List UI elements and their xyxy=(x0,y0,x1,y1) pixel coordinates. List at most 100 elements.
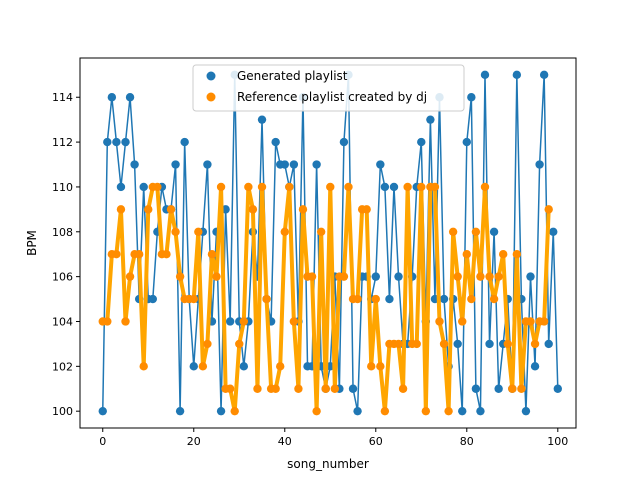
reference-playlist-point xyxy=(139,362,148,371)
reference-playlist-point xyxy=(198,362,208,371)
generated-playlist-point xyxy=(139,182,148,192)
generated-playlist-point xyxy=(394,272,403,281)
reference-playlist-point xyxy=(162,250,171,259)
reference-playlist-point xyxy=(367,362,376,371)
generated-playlist-point xyxy=(544,339,553,349)
reference-playlist-point xyxy=(462,250,471,259)
x-tick-label: 100 xyxy=(547,435,568,448)
reference-playlist-point xyxy=(103,317,112,326)
generated-playlist-point xyxy=(535,160,544,169)
reference-playlist-point xyxy=(116,205,126,214)
reference-playlist-point xyxy=(289,317,299,326)
generated-playlist-point xyxy=(339,137,349,147)
generated-playlist-point xyxy=(312,160,321,169)
generated-playlist-point xyxy=(439,294,449,304)
generated-playlist-point xyxy=(107,93,117,102)
generated-playlist-point xyxy=(289,160,299,169)
generated-playlist-point xyxy=(480,70,490,80)
generated-playlist-point xyxy=(225,317,235,326)
reference-playlist-point xyxy=(134,250,144,259)
y-tick-label: 106 xyxy=(52,271,73,284)
reference-playlist-point xyxy=(189,294,198,304)
reference-playlist-point xyxy=(380,406,390,416)
legend-marker-generated xyxy=(206,71,216,81)
generated-playlist-point xyxy=(203,160,212,169)
generated-playlist-point xyxy=(467,93,476,102)
reference-playlist-point xyxy=(321,384,330,393)
reference-playlist-point xyxy=(458,317,467,326)
reference-playlist-point xyxy=(526,317,535,326)
reference-playlist-point xyxy=(294,384,303,393)
y-tick-label: 110 xyxy=(52,181,73,194)
generated-playlist-point xyxy=(171,160,180,169)
reference-playlist-point xyxy=(239,317,249,326)
generated-playlist-point xyxy=(458,406,467,416)
y-tick-label: 104 xyxy=(52,315,73,328)
generated-playlist-point xyxy=(125,93,135,102)
reference-playlist-point xyxy=(421,406,431,416)
reference-playlist-point xyxy=(330,384,340,393)
reference-playlist-point xyxy=(403,182,412,192)
reference-playlist-point xyxy=(125,272,135,281)
generated-playlist-point xyxy=(371,272,380,281)
generated-playlist-point xyxy=(112,137,121,147)
reference-playlist-point xyxy=(285,182,294,192)
reference-playlist-point xyxy=(353,294,362,304)
reference-playlist-point xyxy=(216,182,226,192)
generated-playlist-point xyxy=(539,70,549,80)
reference-playlist-point xyxy=(498,250,508,259)
generated-playlist-point xyxy=(530,362,540,371)
reference-playlist-point xyxy=(435,317,444,326)
reference-playlist-point xyxy=(307,272,317,281)
generated-playlist-point xyxy=(553,384,562,393)
x-axis-label: song_number xyxy=(287,457,369,471)
reference-playlist-point xyxy=(271,384,280,393)
generated-playlist-point xyxy=(216,406,226,416)
reference-playlist-point xyxy=(312,406,321,416)
generated-playlist-point xyxy=(549,227,558,236)
reference-playlist-point xyxy=(544,205,553,214)
reference-playlist-point xyxy=(316,227,326,236)
plot-frame xyxy=(79,57,577,429)
reference-playlist-point xyxy=(257,182,267,192)
generated-playlist-point xyxy=(476,406,485,416)
generated-playlist-point xyxy=(385,294,394,304)
reference-playlist-point xyxy=(112,250,121,259)
reference-playlist-point xyxy=(448,227,458,236)
y-tick-label: 112 xyxy=(52,136,73,149)
generated-playlist-point xyxy=(526,272,535,281)
generated-playlist-point xyxy=(453,339,462,349)
generated-playlist-point xyxy=(348,384,358,393)
x-tick-label: 20 xyxy=(187,435,201,448)
y-tick-label: 114 xyxy=(52,91,73,104)
y-tick-label: 102 xyxy=(52,360,73,373)
generated-playlist-point xyxy=(257,115,267,124)
reference-playlist-point xyxy=(398,384,408,393)
reference-playlist-point xyxy=(280,227,289,236)
generated-playlist-point xyxy=(353,406,362,416)
generated-playlist-point xyxy=(189,362,198,371)
y-tick-label: 100 xyxy=(52,405,73,418)
generated-playlist-point xyxy=(462,137,471,147)
reference-playlist-point xyxy=(444,406,453,416)
generated-playlist-point xyxy=(239,362,249,371)
reference-playlist-point xyxy=(485,272,494,281)
generated-playlist-point xyxy=(485,339,494,349)
reference-playlist-point xyxy=(194,227,203,236)
reference-playlist-point xyxy=(362,205,371,214)
generated-playlist-point xyxy=(380,182,390,192)
generated-playlist-point xyxy=(130,160,139,169)
reference-playlist-point xyxy=(153,182,162,192)
generated-playlist-point xyxy=(98,406,107,416)
reference-playlist-point xyxy=(262,294,271,304)
generated-playlist-point xyxy=(417,137,426,147)
legend-box xyxy=(192,64,465,112)
y-tick-label: 108 xyxy=(52,226,73,239)
generated-playlist-point xyxy=(271,137,280,147)
reference-playlist-point xyxy=(326,182,335,192)
reference-playlist-point xyxy=(244,182,253,192)
generated-playlist-point xyxy=(389,182,399,192)
reference-playlist-point xyxy=(212,272,221,281)
legend-label-generated: Generated playlist xyxy=(237,69,348,83)
